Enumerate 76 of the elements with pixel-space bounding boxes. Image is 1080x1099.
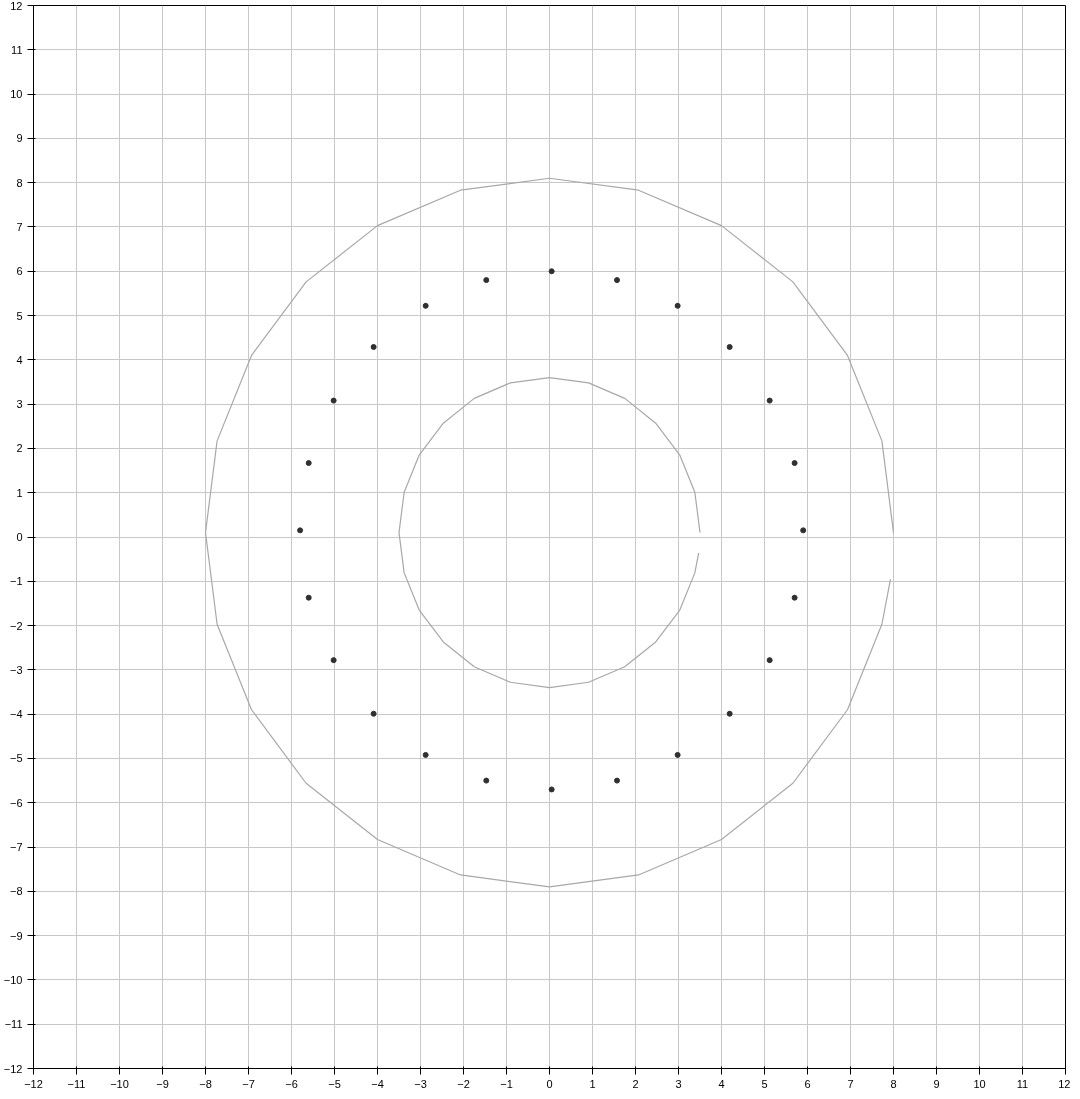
y-tick-label: 6 (16, 265, 23, 278)
point (305, 460, 312, 467)
point (766, 657, 773, 664)
point (726, 343, 733, 350)
y-tick-label: −10 (3, 973, 23, 986)
point (791, 460, 798, 467)
point (330, 397, 337, 404)
point (370, 343, 377, 350)
point (548, 786, 555, 793)
point (614, 277, 621, 284)
point (800, 527, 807, 534)
line-series (204, 177, 895, 888)
y-tick-label: 11 (11, 43, 23, 56)
x-tick-label: −10 (110, 1077, 129, 1090)
point (674, 751, 681, 758)
line-series (398, 376, 701, 689)
y-tick-label: 12 (10, 0, 23, 12)
y-tick-label: −5 (9, 752, 23, 765)
y-tick-label: −1 (9, 575, 23, 588)
x-tick-label: −4 (371, 1077, 384, 1090)
point (766, 397, 773, 404)
y-tick-label: −9 (9, 929, 23, 942)
x-tick-label: 5 (761, 1077, 768, 1090)
y-tick-label: −6 (9, 796, 23, 809)
y-tick-label: 0 (16, 531, 23, 543)
y-tick-label: −3 (9, 663, 23, 676)
x-tick-label: 2 (632, 1077, 639, 1090)
y-tick-label: 10 (10, 88, 23, 101)
point (330, 657, 337, 664)
x-tick-label: −9 (156, 1077, 169, 1090)
y-tick-label: 4 (16, 353, 23, 366)
y-tick-label: −7 (9, 841, 23, 854)
point (791, 594, 798, 601)
x-tick-label: 10 (973, 1077, 986, 1090)
y-tick-label: −8 (9, 885, 23, 898)
point (370, 710, 377, 717)
x-tick-label: 9 (933, 1077, 940, 1090)
x-tick-label: 1 (589, 1077, 596, 1090)
x-tick-label: 6 (804, 1077, 811, 1090)
x-tick-label: −2 (457, 1077, 470, 1090)
x-tick-label: 3 (675, 1077, 682, 1090)
point (614, 777, 621, 784)
point (726, 710, 733, 717)
y-tick-label: 7 (16, 220, 23, 233)
y-tick-label: 1 (16, 486, 23, 499)
y-tick-label: 3 (16, 398, 23, 411)
point (674, 302, 681, 309)
point (422, 302, 429, 309)
point (548, 268, 555, 275)
x-tick-label: −7 (242, 1077, 255, 1090)
point (483, 277, 490, 284)
y-tick-label: 5 (16, 309, 23, 322)
y-tick-label: 9 (16, 132, 23, 145)
x-tick-label: −6 (285, 1077, 298, 1090)
x-tick-label: −3 (414, 1077, 427, 1090)
x-tick-label: 11 (1016, 1077, 1029, 1090)
point (483, 777, 490, 784)
x-tick-label: −11 (67, 1077, 86, 1090)
point (297, 527, 304, 534)
point (422, 751, 429, 758)
x-tick-label: 0 (546, 1077, 553, 1090)
x-tick-label: −12 (24, 1077, 43, 1090)
y-tick-label: −12 (3, 1062, 23, 1075)
y-tick-label: 2 (16, 442, 23, 455)
x-tick-label: 4 (718, 1077, 725, 1090)
y-tick-label: −4 (9, 708, 23, 721)
x-tick-label: −5 (328, 1077, 341, 1090)
y-tick-label: 8 (16, 176, 23, 189)
x-tick-label: 7 (847, 1077, 854, 1090)
x-tick-label: −1 (500, 1077, 513, 1090)
x-tick-label: 12 (1058, 1077, 1071, 1090)
x-tick-label: −8 (199, 1077, 212, 1090)
x-tick-label: 8 (890, 1077, 897, 1090)
y-tick-label: −2 (9, 619, 23, 632)
y-tick-label: −11 (4, 1018, 23, 1031)
point (305, 594, 312, 601)
